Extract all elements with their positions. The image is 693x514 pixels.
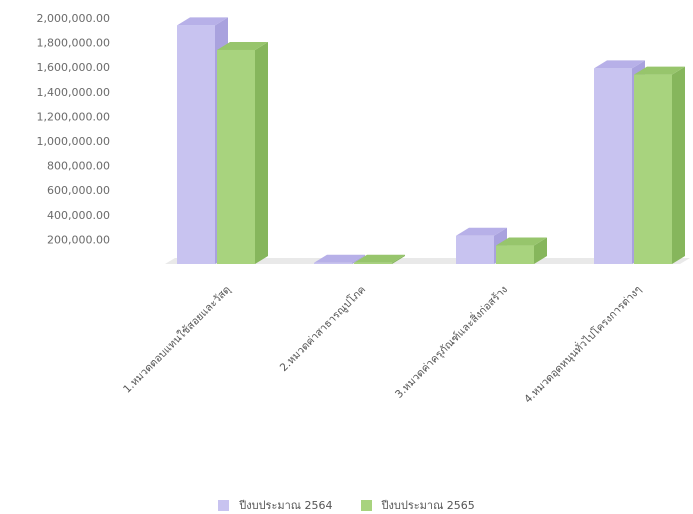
category-label: 4.หมวดอุดหนุนทั่วไปโครงการต่างๆ <box>521 282 644 405</box>
bar-top <box>354 254 405 263</box>
bar-front <box>456 235 494 264</box>
bar-chart: 200,000.00 400,000.00 600,000.00 800,000.00… <box>37 12 690 406</box>
bar-side <box>534 237 547 264</box>
bar-front <box>314 262 352 264</box>
bar[interactable] <box>456 227 507 264</box>
category-label: 3.หมวดค่าครุภัณฑ์และสิ่งก่อสร้าง <box>392 282 511 401</box>
bar[interactable] <box>314 254 365 264</box>
bar-top <box>314 254 365 263</box>
y-tick-label: 1,600,000.00 <box>37 61 110 74</box>
bar-side <box>352 254 365 264</box>
bar-front <box>496 245 534 264</box>
legend-swatch-2564 <box>218 499 230 511</box>
bar-front <box>217 49 255 265</box>
y-tick-label: 1,800,000.00 <box>37 37 110 50</box>
y-tick-label: 800,000.00 <box>47 160 110 173</box>
floor-plane <box>165 258 690 264</box>
y-tick-label: 1,400,000.00 <box>37 86 110 99</box>
category-label: 1.หมวดตอบแทนใช้สอยและวัสดุ <box>120 283 233 396</box>
legend: ปีงบประมาณ 2564 ปีงบประมาณ 2565 <box>0 496 693 514</box>
y-tick-label: 1,000,000.00 <box>37 135 110 148</box>
bar-top <box>496 237 547 246</box>
bar-front <box>634 74 672 264</box>
bar-side <box>392 254 405 264</box>
bar-top <box>217 41 268 50</box>
bars <box>177 17 685 265</box>
bar[interactable] <box>354 254 405 264</box>
legend-item-2565[interactable]: ปีงบประมาณ 2565 <box>360 496 475 514</box>
bar[interactable] <box>634 66 685 264</box>
bar-front <box>177 25 215 264</box>
y-tick-label: 600,000.00 <box>47 184 110 197</box>
category-labels: 1.หมวดตอบแทนใช้สอยและวัสดุ 2.หมวดค่าสาธาร… <box>120 282 644 405</box>
y-tick-label: 1,200,000.00 <box>37 110 110 123</box>
bar-top <box>177 17 228 26</box>
bar-top <box>634 66 685 75</box>
category-label: 2.หมวดค่าสาธารณูปโภค <box>277 283 368 374</box>
legend-swatch-2565 <box>360 499 372 511</box>
bar[interactable] <box>496 237 547 264</box>
bar-top <box>594 60 645 69</box>
bar-side <box>672 66 685 264</box>
bar[interactable] <box>217 41 268 265</box>
y-tick-label: 200,000.00 <box>47 233 110 246</box>
legend-label-2565: ปีงบประมาณ 2565 <box>381 499 475 512</box>
chart-floor <box>165 258 690 264</box>
bar-top <box>456 227 507 236</box>
bar-front <box>594 68 632 265</box>
legend-item-2564[interactable]: ปีงบประมาณ 2564 <box>218 496 333 514</box>
bar-front <box>354 262 392 264</box>
y-axis-ticks: 200,000.00 400,000.00 600,000.00 800,000.00… <box>37 12 110 246</box>
bar-side <box>255 41 268 265</box>
y-tick-label: 400,000.00 <box>47 209 110 222</box>
y-tick-label: 2,000,000.00 <box>37 12 110 25</box>
legend-label-2564: ปีงบประมาณ 2564 <box>239 499 333 512</box>
